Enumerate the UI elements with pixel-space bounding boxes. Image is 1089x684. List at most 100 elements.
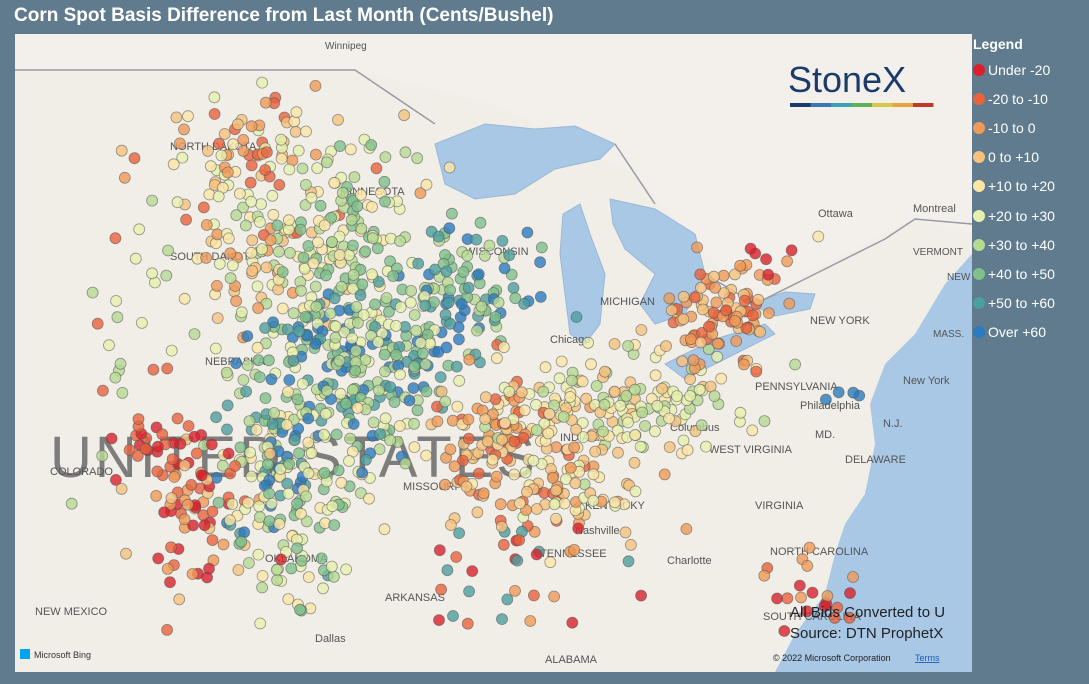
basis-marker xyxy=(740,322,753,335)
logo-stripe xyxy=(892,103,913,107)
basis-marker xyxy=(305,447,318,459)
basis-marker xyxy=(649,369,662,382)
basis-marker xyxy=(399,146,412,159)
basis-marker xyxy=(292,144,305,157)
basis-marker xyxy=(635,589,647,602)
map-label: VERMONT xyxy=(913,247,963,258)
basis-marker xyxy=(161,362,174,375)
legend-item: +10 to +20 xyxy=(973,172,1055,201)
basis-marker xyxy=(622,555,635,568)
basis-marker xyxy=(325,211,338,224)
basis-marker xyxy=(568,441,580,454)
logo-stripe xyxy=(913,103,934,107)
note: All Bids Converted to U xyxy=(790,604,945,621)
basis-marker xyxy=(419,358,432,371)
basis-marker xyxy=(320,269,332,282)
basis-marker xyxy=(821,590,834,602)
basis-marker xyxy=(576,375,589,388)
basis-marker xyxy=(681,444,694,457)
basis-marker xyxy=(580,392,593,405)
basis-marker xyxy=(237,134,250,146)
basis-marker xyxy=(274,463,287,475)
map-label: WEST VIRGINIA xyxy=(709,444,793,456)
basis-marker xyxy=(151,440,164,453)
basis-marker xyxy=(412,257,425,270)
basis-marker xyxy=(359,354,372,366)
map-label: NEW MEXICO xyxy=(35,606,108,618)
legend-item: 0 to +10 xyxy=(973,143,1055,172)
basis-marker xyxy=(535,241,548,254)
basis-marker xyxy=(440,341,453,354)
basis-marker xyxy=(216,459,229,472)
basis-marker xyxy=(287,307,300,320)
basis-marker xyxy=(496,613,508,625)
basis-marker xyxy=(268,407,281,419)
basis-marker xyxy=(347,418,360,430)
basis-marker xyxy=(498,262,511,275)
basis-marker xyxy=(264,234,277,247)
basis-marker xyxy=(222,232,235,245)
basis-marker xyxy=(186,568,199,580)
basis-marker xyxy=(818,600,831,613)
basis-marker xyxy=(296,162,309,175)
basis-marker xyxy=(245,195,258,208)
basis-marker xyxy=(300,490,312,503)
legend-label: +10 to +20 xyxy=(988,178,1055,195)
basis-marker xyxy=(110,295,122,307)
basis-marker xyxy=(275,152,288,165)
logo-stripe xyxy=(810,103,831,107)
basis-marker xyxy=(334,387,347,400)
bing-icon xyxy=(20,649,30,659)
lake xyxy=(434,123,616,200)
basis-marker xyxy=(475,300,488,313)
basis-marker xyxy=(717,287,730,300)
basis-marker xyxy=(712,337,724,350)
basis-marker xyxy=(783,297,796,310)
basis-marker xyxy=(272,245,285,258)
basis-marker xyxy=(213,257,226,270)
basis-marker xyxy=(847,386,860,399)
basis-marker xyxy=(333,249,346,261)
basis-marker xyxy=(315,552,328,565)
basis-marker xyxy=(534,290,547,303)
basis-marker xyxy=(309,337,322,350)
basis-marker xyxy=(226,498,239,511)
basis-marker xyxy=(259,392,272,405)
basis-marker xyxy=(444,317,457,330)
basis-marker xyxy=(453,527,466,540)
basis-marker xyxy=(628,456,641,469)
basis-marker xyxy=(213,137,226,150)
map-label: NORTH CAROLINA xyxy=(770,546,869,558)
basis-marker xyxy=(346,383,359,396)
basis-marker xyxy=(447,610,459,622)
basis-marker xyxy=(844,587,856,599)
basis-marker xyxy=(291,497,303,510)
basis-marker xyxy=(209,342,222,355)
basis-marker xyxy=(168,471,181,483)
basis-marker xyxy=(146,194,159,207)
basis-marker xyxy=(795,591,807,604)
basis-marker xyxy=(695,419,708,432)
map-label: ALABAMA xyxy=(545,654,598,666)
basis-marker xyxy=(318,466,331,479)
legend-label: +50 to +60 xyxy=(988,295,1055,312)
basis-marker xyxy=(118,171,131,184)
basis-marker xyxy=(629,485,642,498)
terms-link[interactable]: Terms xyxy=(915,653,940,663)
basis-marker xyxy=(295,554,308,567)
basis-marker xyxy=(671,390,683,403)
basis-marker xyxy=(178,513,191,526)
basis-marker xyxy=(295,284,307,297)
basis-marker xyxy=(309,280,322,293)
basis-marker xyxy=(497,538,510,551)
basis-marker xyxy=(497,341,510,354)
basis-marker xyxy=(508,435,521,448)
basis-marker xyxy=(351,316,364,329)
basis-marker xyxy=(440,265,453,278)
basis-marker xyxy=(629,429,641,441)
basis-marker xyxy=(555,355,568,368)
basis-marker xyxy=(271,574,284,586)
basis-marker xyxy=(589,445,602,458)
basis-marker xyxy=(243,415,256,428)
